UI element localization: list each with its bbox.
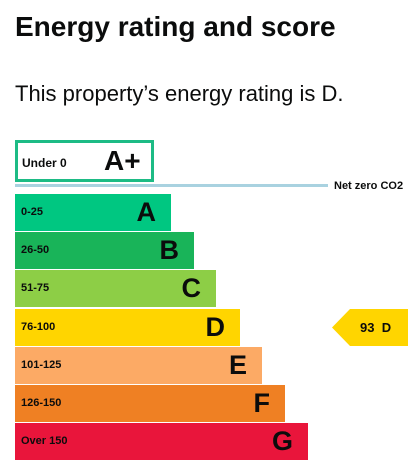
current-rating-label: 93 D bbox=[360, 320, 391, 335]
band-letter: C bbox=[181, 273, 202, 303]
band-letter: A+ bbox=[104, 145, 141, 176]
band-g: Over 150 G bbox=[15, 423, 308, 460]
band-a: 0-25 A bbox=[15, 194, 171, 231]
band-range-label: 0-25 bbox=[21, 206, 44, 218]
page-title: Energy rating and score bbox=[15, 11, 336, 42]
band-range-label: 76-100 bbox=[21, 321, 56, 333]
band-letter: E bbox=[228, 350, 247, 380]
rating-summary: This property’s energy rating is D. bbox=[15, 81, 344, 106]
band-c: 51-75 C bbox=[15, 270, 216, 307]
band-letter: G bbox=[271, 426, 293, 456]
band-d: 76-100 D bbox=[15, 309, 240, 346]
arrow-shape-icon bbox=[332, 309, 408, 346]
band-range-label: 51-75 bbox=[21, 282, 50, 294]
band-range-label: Over 150 bbox=[21, 435, 68, 447]
net-zero-line bbox=[15, 184, 328, 187]
band-letter: A bbox=[136, 197, 157, 227]
band-letter: D bbox=[205, 312, 226, 342]
band-letter: F bbox=[253, 388, 271, 418]
current-rating-letter: D bbox=[381, 320, 392, 335]
current-rating-arrow: 93 D bbox=[332, 309, 408, 346]
band-a-plus: Under 0 A+ bbox=[15, 140, 154, 182]
band-range-label: 101-125 bbox=[21, 359, 62, 371]
net-zero-label: Net zero CO2 bbox=[334, 180, 404, 192]
band-letter: B bbox=[159, 235, 180, 265]
current-rating-score: 93 bbox=[360, 320, 375, 335]
band-range-label: Under 0 bbox=[22, 156, 67, 170]
band-f: 126-150 F bbox=[15, 385, 285, 422]
band-b: 26-50 B bbox=[15, 232, 194, 269]
band-range-label: 26-50 bbox=[21, 244, 50, 256]
band-range-label: 126-150 bbox=[21, 397, 62, 409]
band-e: 101-125 E bbox=[15, 347, 262, 384]
